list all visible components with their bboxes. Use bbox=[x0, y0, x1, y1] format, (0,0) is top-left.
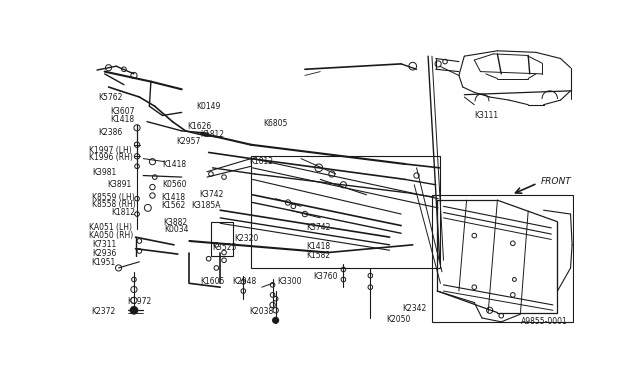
Text: K2386: K2386 bbox=[98, 128, 122, 137]
Text: K1972: K1972 bbox=[127, 296, 152, 305]
Text: K6805: K6805 bbox=[263, 119, 287, 128]
Text: A9855-0001: A9855-0001 bbox=[520, 317, 567, 326]
Text: K3111: K3111 bbox=[474, 111, 499, 120]
Text: K2936: K2936 bbox=[92, 248, 117, 258]
Bar bbox=[432, 195, 573, 322]
Text: K0560: K0560 bbox=[162, 180, 186, 189]
Text: K5762: K5762 bbox=[98, 93, 122, 102]
Text: K1812: K1812 bbox=[111, 208, 135, 217]
Text: K7311: K7311 bbox=[92, 240, 116, 249]
Text: K2050: K2050 bbox=[386, 315, 410, 324]
Text: K3742: K3742 bbox=[199, 190, 223, 199]
Text: K1418: K1418 bbox=[162, 160, 186, 169]
Text: K2038: K2038 bbox=[249, 307, 273, 315]
Text: K1605: K1605 bbox=[200, 277, 224, 286]
Text: K2320: K2320 bbox=[234, 234, 259, 243]
Text: K1562: K1562 bbox=[161, 201, 186, 210]
Text: K3742: K3742 bbox=[306, 223, 330, 232]
Text: K3185A: K3185A bbox=[191, 201, 221, 210]
Text: K1582: K1582 bbox=[306, 251, 330, 260]
Text: K2372: K2372 bbox=[92, 307, 116, 315]
Text: K0034: K0034 bbox=[164, 225, 189, 234]
Text: K1996 (RH): K1996 (RH) bbox=[89, 153, 133, 162]
Text: K8559 (LH): K8559 (LH) bbox=[92, 193, 135, 202]
Text: K3891: K3891 bbox=[108, 180, 132, 189]
Text: KA051 (LH): KA051 (LH) bbox=[89, 223, 132, 232]
Text: K3300: K3300 bbox=[278, 277, 302, 286]
Text: KA050 (RH): KA050 (RH) bbox=[89, 231, 133, 240]
Text: K1418: K1418 bbox=[306, 242, 330, 251]
Text: K1418: K1418 bbox=[161, 193, 186, 202]
Text: K3607: K3607 bbox=[110, 107, 134, 116]
Text: K2948: K2948 bbox=[232, 277, 256, 286]
Text: FRONT: FRONT bbox=[541, 177, 572, 186]
Text: K1626: K1626 bbox=[188, 122, 212, 131]
Text: K1418: K1418 bbox=[110, 115, 134, 124]
Text: K1951: K1951 bbox=[92, 259, 116, 267]
Text: K1812: K1812 bbox=[200, 130, 224, 140]
Text: K1997 (LH): K1997 (LH) bbox=[89, 145, 132, 154]
Text: K0149: K0149 bbox=[196, 102, 221, 111]
Text: K3760: K3760 bbox=[313, 272, 338, 281]
Bar bbox=[211, 222, 232, 256]
Circle shape bbox=[273, 317, 279, 323]
Text: K3882: K3882 bbox=[163, 218, 187, 227]
Text: K8558 (RH): K8558 (RH) bbox=[92, 200, 136, 209]
Text: K3981: K3981 bbox=[92, 168, 116, 177]
Bar bbox=[251, 156, 440, 268]
Text: K1812: K1812 bbox=[249, 157, 273, 166]
Text: K2342: K2342 bbox=[402, 304, 426, 313]
Text: K3525: K3525 bbox=[212, 243, 237, 252]
Text: K2957: K2957 bbox=[177, 137, 201, 146]
Circle shape bbox=[130, 307, 138, 314]
